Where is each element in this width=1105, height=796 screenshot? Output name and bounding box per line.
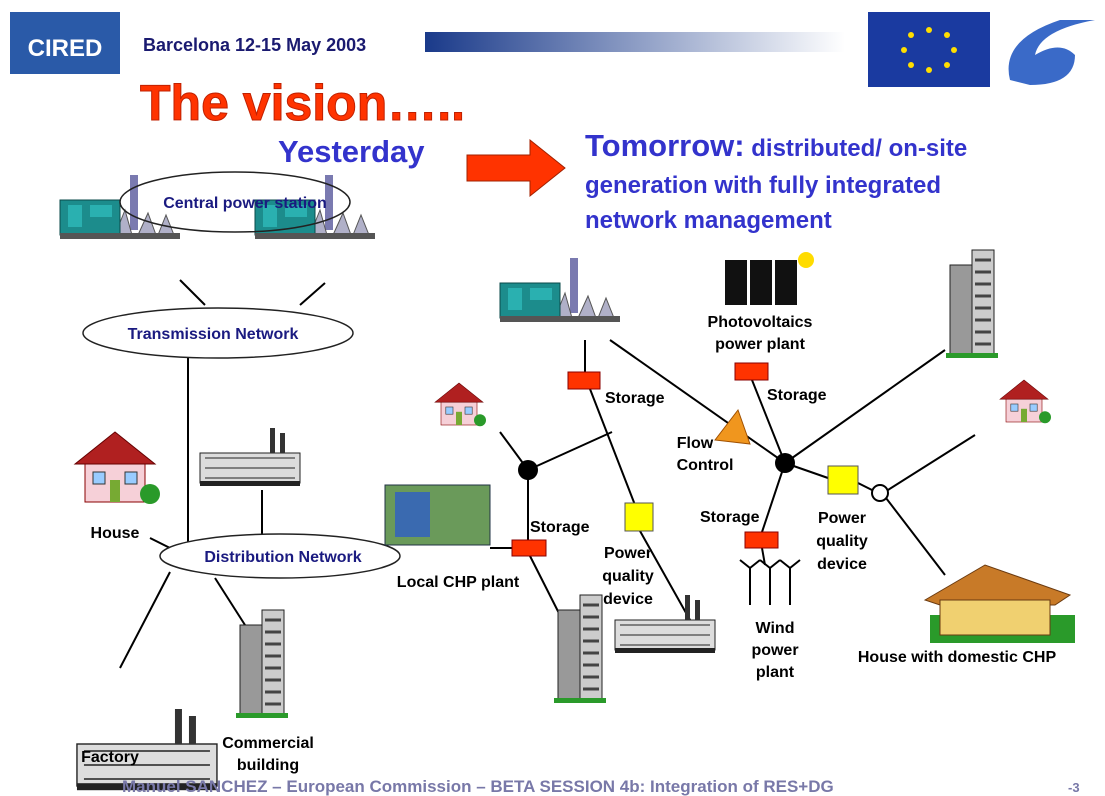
yesterday-diagram <box>60 172 400 790</box>
central-power-station: Central power station <box>163 195 327 212</box>
slide: CIRED Barcelona 12-15 May 2003 The visio… <box>0 0 1105 796</box>
logo-text: CIRED <box>28 35 103 62</box>
storage-label: Storage <box>605 390 665 407</box>
page-number: -3 <box>1068 780 1080 795</box>
yesterday-heading: Yesterday <box>278 134 425 169</box>
arrow <box>467 140 565 196</box>
header-bar <box>425 32 845 52</box>
event: Barcelona 12-15 May 2003 <box>143 35 366 55</box>
tomorrow-text: Tomorrow: distributed/ on-site generatio… <box>585 128 974 234</box>
storage-label: Storage <box>530 519 590 536</box>
eu-flag <box>868 12 990 87</box>
house-chp-label: House with domestic CHP <box>858 649 1057 666</box>
factory-label: Factory <box>81 749 139 766</box>
house-label: House <box>91 525 140 542</box>
storage-label: Storage <box>767 387 827 404</box>
transmission-network: Transmission Network <box>128 326 299 343</box>
distribution-network: Distribution Network <box>204 549 361 566</box>
local-chp-label: Local CHP plant <box>397 574 520 591</box>
storage-label: Storage <box>700 509 760 526</box>
title: The vision….. <box>140 75 465 131</box>
footer: Manuel SANCHEZ – European Commission – B… <box>122 777 834 796</box>
fp6-logo <box>1009 20 1095 85</box>
